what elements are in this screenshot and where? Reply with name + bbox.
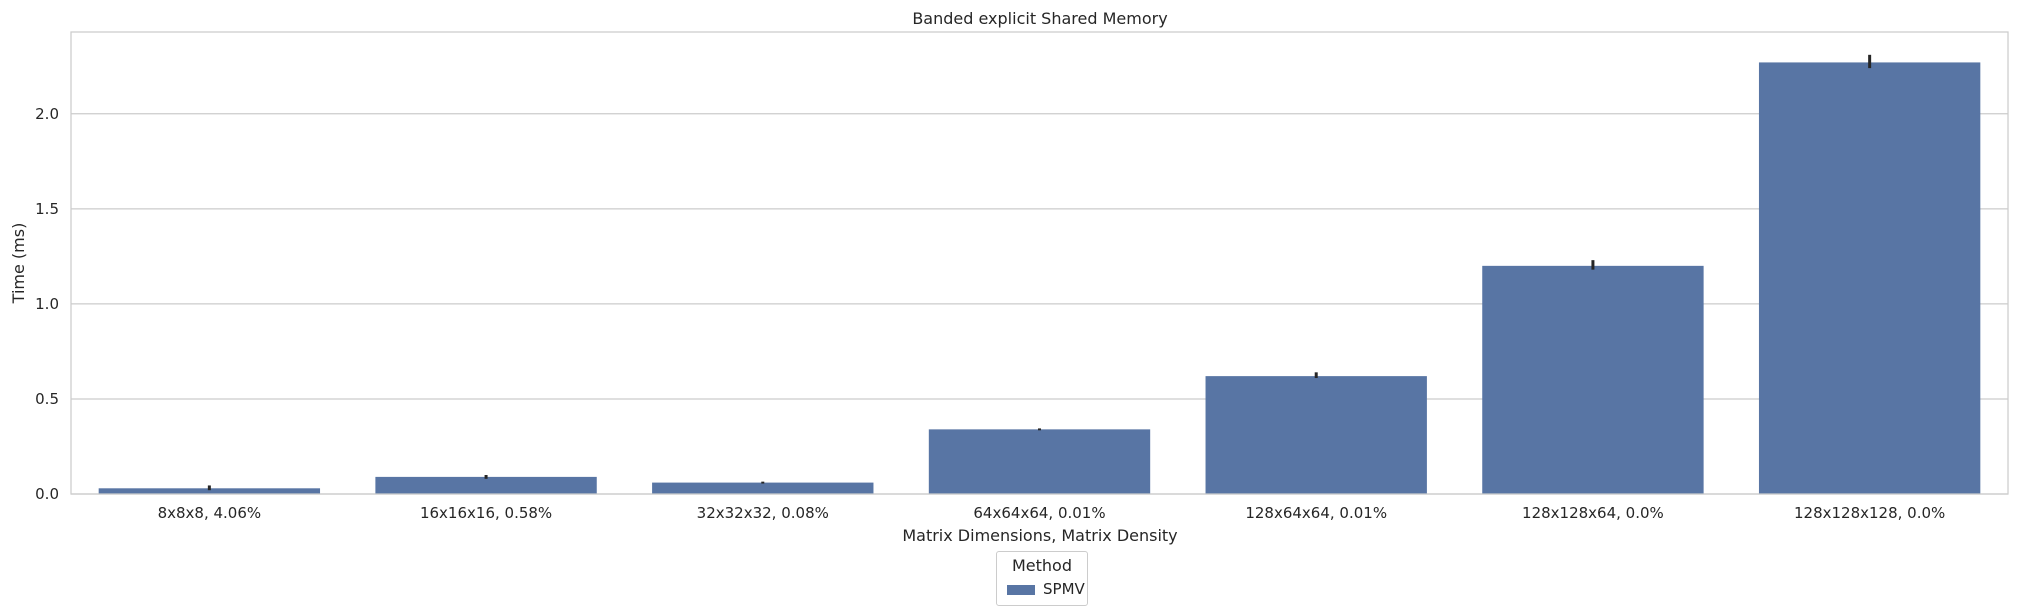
legend-swatch [1007, 585, 1035, 595]
x-axis-label: Matrix Dimensions, Matrix Density [902, 526, 1177, 545]
plot-frame [70, 31, 2009, 495]
bar [928, 429, 1151, 494]
x-tick-labels: 8x8x8, 4.06% 16x16x16, 0.58% 32x32x32, 0.0… [158, 504, 1946, 522]
bar [1482, 265, 1704, 494]
bar [652, 482, 874, 494]
y-tick-label: 0.0 [35, 485, 59, 503]
y-tick-labels: 0.0 0.5 1.0 1.5 2.0 [35, 105, 59, 503]
y-axis-label: Time (ms) [9, 223, 28, 305]
x-tick-label: 64x64x64, 0.01% [973, 504, 1105, 522]
error-bars [207, 54, 1872, 491]
bars [98, 62, 1981, 495]
x-tick-label: 8x8x8, 4.06% [158, 504, 262, 522]
x-tick-label: 128x128x128, 0.0% [1794, 504, 1945, 522]
legend-title: Method [1011, 556, 1072, 575]
bar [1205, 376, 1427, 494]
y-tick-label: 2.0 [35, 105, 59, 123]
x-tick-label: 128x128x64, 0.0% [1522, 504, 1664, 522]
y-tick-label: 1.0 [35, 295, 59, 313]
x-tick-label: 128x64x64, 0.01% [1245, 504, 1387, 522]
bar [98, 488, 321, 494]
legend-label-spmv: SPMV [1043, 580, 1085, 598]
y-tick-label: 1.5 [35, 200, 59, 218]
x-tick-label: 16x16x16, 0.58% [420, 504, 552, 522]
bar [375, 476, 597, 494]
x-tick-label: 32x32x32, 0.08% [697, 504, 829, 522]
legend: Method SPMV [996, 551, 1088, 606]
bar [1758, 62, 1981, 495]
y-tick-label: 0.5 [35, 390, 59, 408]
chart-title: Banded explicit Shared Memory [912, 9, 1167, 28]
